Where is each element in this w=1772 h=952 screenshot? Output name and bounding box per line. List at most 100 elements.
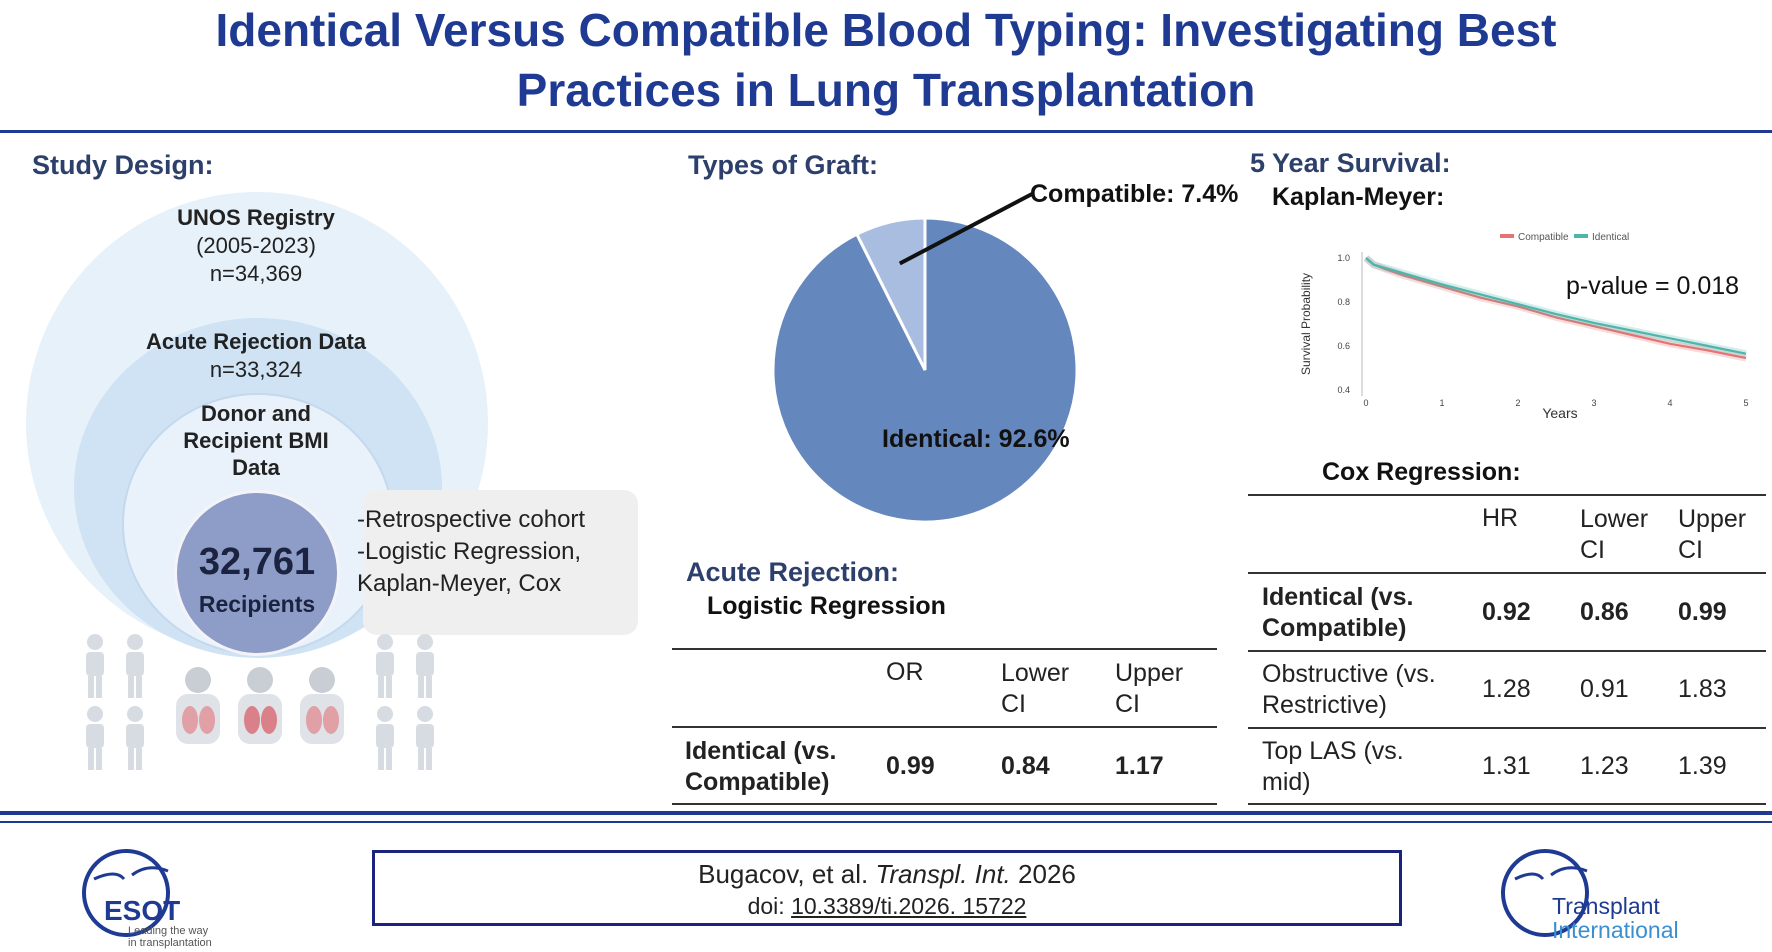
acute-text: Acute Rejection Data n=33,324 (106, 328, 406, 384)
acute-table-bottom-rule (672, 803, 1217, 805)
citation-year: 2026 (1018, 859, 1076, 889)
citation-authors: Bugacov, et al. (698, 859, 869, 889)
cox-row-3-upper: 1.39 (1678, 752, 1727, 780)
method-bullet-1: -Retrospective cohort (357, 506, 586, 533)
acute-n: n=33,324 (209, 357, 303, 382)
identical-label: Identical: 92.6% (882, 425, 1070, 453)
ti-logo-text: Transplant International (1552, 894, 1679, 942)
person-icon (86, 706, 104, 770)
cox-row-2-upper: 1.83 (1678, 675, 1727, 703)
cox-row-3-hr: 1.31 (1482, 752, 1531, 780)
compatible-leader-line (898, 192, 1033, 266)
km-xtick-label: 2 (1515, 398, 1520, 408)
people-illustration (86, 634, 434, 770)
esot-logo-icon (82, 849, 170, 937)
bmi-line-3: Data (232, 455, 280, 480)
cox-table-top-rule (1248, 494, 1766, 496)
kaplan-meyer-subheading: Kaplan-Meyer: (1272, 183, 1445, 211)
person-icon (416, 634, 434, 698)
cox-row-1-label: Identical (vs. Compatible) (1262, 583, 1414, 642)
person-icon (126, 634, 144, 698)
registry-text: UNOS Registry (2005-2023) n=34,369 (106, 204, 406, 288)
registry-n: n=34,369 (209, 261, 303, 286)
registry-years: (2005-2023) (196, 233, 316, 258)
doi-line: doi: 10.3389/ti.2026. 15722 (375, 893, 1399, 920)
cox-row-1-hr: 0.92 (1482, 598, 1531, 626)
compatible-label: Compatible: 7.4% (1030, 180, 1239, 208)
recipients-circle (174, 490, 340, 656)
footer-divider-bottom (0, 821, 1772, 823)
recipients-count: 32,761 (198, 541, 316, 583)
acute-name: Acute Rejection Data (145, 329, 367, 354)
registry-name: UNOS Registry (177, 205, 335, 230)
cox-row-2-lower: 0.91 (1580, 675, 1629, 703)
citation-line: Bugacov, et al. Transpl. Int. 2026 (375, 859, 1399, 890)
acute-row-upper: 1.17 (1115, 752, 1164, 780)
esot-logo-name: ESOT (104, 895, 181, 926)
bmi-line-1: Donor and (201, 401, 311, 426)
acute-header-lower: Lower CI (1001, 659, 1070, 718)
citation-box: Bugacov, et al. Transpl. Int. 2026 doi: … (372, 850, 1402, 926)
acute-table-top-rule (672, 648, 1217, 650)
km-ytick-label: 0.6 (1337, 341, 1350, 351)
cox-row-1-upper: 0.99 (1678, 598, 1727, 626)
acute-rejection-heading: Acute Rejection: (686, 557, 900, 587)
title-line-1: Identical Versus Compatible Blood Typing… (215, 4, 1557, 56)
km-xtick-label: 5 (1743, 398, 1748, 408)
page-title: Identical Versus Compatible Blood Typing… (0, 0, 1772, 120)
km-y-axis-label: Survival Probability (1299, 273, 1313, 375)
km-ytick-label: 0.8 (1337, 297, 1350, 307)
ti-logo-icon (1501, 849, 1589, 937)
logistic-regression-subheading: Logistic Regression (707, 592, 946, 620)
graft-pie-chart (771, 192, 1079, 524)
km-ytick-label: 0.4 (1337, 385, 1350, 395)
ti-logo-line-1: Transplant (1552, 893, 1660, 919)
lung-patient-icon (300, 667, 344, 744)
esot-tagline-2: in transplantation (128, 937, 212, 949)
km-line-identical (1365, 257, 1747, 355)
acute-table-mid-rule (672, 726, 1217, 728)
bmi-line-2: Recipient BMI (183, 428, 329, 453)
acute-header-upper: Upper CI (1115, 659, 1184, 718)
methods-box (363, 490, 638, 635)
km-xtick-label: 1 (1439, 398, 1444, 408)
cox-row-1-lower: 0.86 (1580, 598, 1629, 626)
km-chart: Compatible Identical 0.4 0.6 0.8 1.0 0 1 2 3 4 5… (1299, 232, 1749, 421)
title-divider (0, 130, 1772, 133)
ti-logo-line-2: International (1552, 917, 1679, 943)
legend-label-compatible: Compatible (1518, 232, 1569, 243)
survival-heading: 5 Year Survival: (1250, 148, 1451, 178)
graft-heading: Types of Graft: (688, 150, 879, 180)
doi-link[interactable]: 10.3389/ti.2026. 15722 (791, 893, 1027, 919)
method-bullet-3: Kaplan-Meyer, Cox (357, 570, 562, 597)
cox-row-3-lower: 1.23 (1580, 752, 1629, 780)
recipients-label: Recipients (198, 591, 316, 617)
cox-table-header-rule (1248, 572, 1766, 574)
esot-tagline: Leading the way in transplantation (128, 925, 212, 949)
km-xtick-label: 3 (1591, 398, 1596, 408)
person-icon (376, 634, 394, 698)
lung-patient-icon (238, 667, 282, 744)
lung-patient-icon (176, 667, 220, 744)
km-xtick-label: 0 (1363, 398, 1368, 408)
cox-row-2-label: Obstructive (vs. Restrictive) (1262, 660, 1436, 719)
person-icon (416, 706, 434, 770)
person-icon (126, 706, 144, 770)
legend-label-identical: Identical (1592, 232, 1629, 243)
acute-row-or: 0.99 (886, 752, 935, 780)
person-icon (86, 634, 104, 698)
cox-header-upper: Upper CI (1678, 505, 1747, 564)
km-pvalue: p-value = 0.018 (1566, 272, 1740, 300)
cox-header-hr: HR (1482, 504, 1519, 532)
cox-row-2-hr: 1.28 (1482, 675, 1531, 703)
title-line-2: Practices in Lung Transplantation (516, 64, 1256, 116)
person-icon (376, 706, 394, 770)
bmi-text: Donor and Recipient BMI Data (156, 400, 356, 481)
acute-row-lower: 0.84 (1001, 752, 1050, 780)
cox-table-bottom-rule (1248, 803, 1766, 805)
footer-divider-top (0, 811, 1772, 815)
km-legend: Compatible Identical (1500, 232, 1629, 243)
cox-header-lower: Lower CI (1580, 505, 1649, 564)
legend-swatch-identical (1574, 234, 1588, 238)
km-ytick-label: 1.0 (1337, 253, 1350, 263)
